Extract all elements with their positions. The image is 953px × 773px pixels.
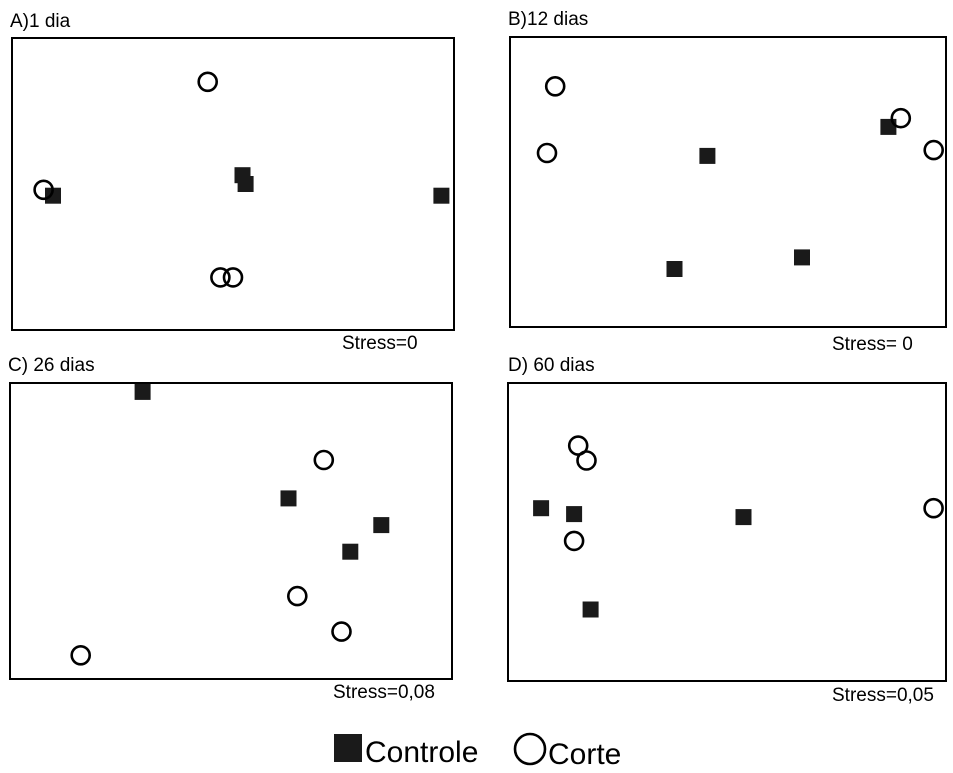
panel-b-frame	[509, 36, 947, 328]
panel-d: D) 60 dias Stress=0,05	[507, 355, 947, 706]
panel-a: A)1 dia Stress=0	[10, 11, 455, 354]
panel-d-title: D) 60 dias	[508, 355, 595, 376]
panel-a-frame	[11, 37, 455, 331]
legend-controle-marker	[334, 734, 362, 762]
panel-c-frame	[9, 382, 453, 680]
panel-c-controle-point-3	[342, 543, 359, 560]
panel-c: C) 26 dias Stress=0,08	[8, 355, 453, 703]
panel-c-controle-point-1	[134, 383, 151, 400]
panel-a-title: A)1 dia	[10, 11, 71, 32]
panel-d-stress: Stress=0,05	[832, 685, 934, 706]
panel-d-corte-point-3	[563, 530, 585, 552]
panel-c-corte-point-3	[331, 621, 352, 642]
panel-c-marks	[70, 383, 390, 666]
panel-d-frame	[507, 382, 947, 682]
panel-b: B)12 dias Stress= 0	[508, 9, 947, 355]
panel-d-controle-point-4	[582, 601, 599, 618]
panel-a-marks	[33, 71, 450, 288]
legend-corte-label: Corte	[548, 738, 621, 771]
panel-c-title: C) 26 dias	[8, 355, 95, 376]
panel-c-corte-point-2	[286, 585, 308, 607]
panel-b-controle-point-3	[794, 249, 810, 266]
panel-a-corte-point-3	[210, 267, 231, 288]
panel-b-corte-point-1	[544, 76, 566, 97]
panel-d-corte-point-4	[923, 497, 944, 519]
panel-a-corte-point-1	[33, 179, 54, 201]
panel-d-corte-point-2	[576, 450, 597, 471]
panel-c-stress: Stress=0,08	[333, 682, 435, 703]
panel-b-marks	[536, 76, 945, 277]
panel-c-controle-point-2	[280, 490, 297, 507]
panel-d-controle-point-1	[533, 500, 550, 517]
panel-b-controle-point-2	[666, 261, 683, 277]
panel-b-corte-point-2	[536, 142, 558, 164]
panel-d-controle-point-3	[735, 509, 752, 526]
legend-controle-label: Controle	[365, 736, 478, 769]
panel-a-stress: Stress=0	[342, 333, 418, 354]
panel-d-controle-point-2	[566, 506, 583, 523]
panel-b-corte-point-4	[923, 139, 945, 161]
panel-a-corte-point-2	[197, 71, 218, 93]
panel-c-corte-point-4	[70, 644, 91, 666]
panel-a-controle-point-4	[433, 187, 450, 204]
panel-a-corte-point-4	[222, 267, 244, 288]
panel-d-marks	[533, 435, 944, 618]
panel-b-title: B)12 dias	[508, 9, 588, 30]
panel-b-stress: Stress= 0	[832, 334, 913, 355]
panel-c-controle-point-4	[373, 517, 390, 534]
legend-corte-marker	[513, 732, 547, 766]
panel-a-controle-point-3	[237, 176, 254, 192]
panel-b-controle-point-1	[699, 147, 716, 164]
panel-c-corte-point-1	[313, 449, 335, 471]
panel-b-corte-point-3	[890, 107, 912, 129]
legend: Controle Corte	[334, 732, 621, 771]
panel-a-controle-point-1	[45, 187, 61, 204]
